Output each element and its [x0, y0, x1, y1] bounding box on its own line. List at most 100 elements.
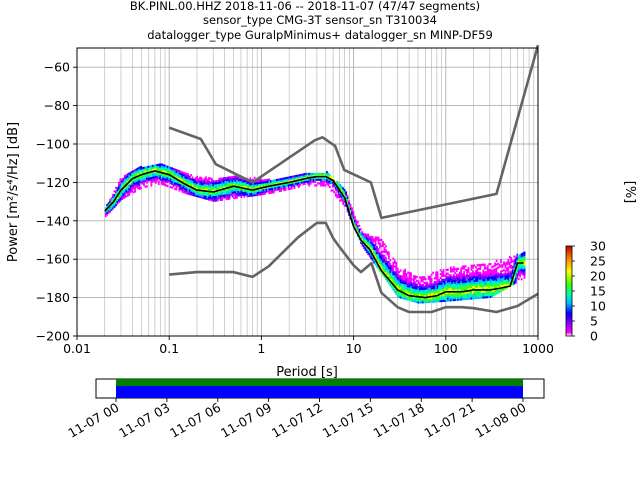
heatmap-cell [489, 280, 492, 283]
heatmap-cell [244, 181, 247, 185]
heatmap-cell [295, 182, 297, 185]
heatmap-cell [408, 275, 411, 278]
heatmap-cell [401, 287, 404, 290]
heatmap-cell [290, 181, 293, 184]
heatmap-cell [500, 280, 502, 283]
heatmap-cell [110, 199, 113, 202]
heatmap-cell [157, 167, 160, 170]
heatmap-cell [216, 183, 219, 187]
heatmap-cell [109, 200, 111, 203]
heatmap-cell [442, 293, 445, 297]
heatmap-cell [404, 287, 406, 291]
heatmap-cell [390, 276, 393, 279]
heatmap-cell [216, 199, 219, 202]
heatmap-cell [445, 282, 448, 285]
heatmap-cell [187, 182, 190, 186]
heatmap-cell [483, 280, 486, 284]
heatmap-cell [438, 280, 440, 284]
heatmap-cell [137, 173, 139, 176]
heatmap-cell [237, 188, 240, 191]
heatmap-cell [212, 186, 215, 189]
heatmap-cell [303, 182, 306, 185]
heatmap-cell [138, 182, 141, 185]
heatmap-cell [191, 178, 194, 181]
heatmap-cell [280, 181, 283, 185]
heatmap-cell [345, 204, 347, 208]
heatmap-cell [358, 228, 361, 231]
heatmap-cell [209, 198, 212, 201]
heatmap-cell [494, 264, 496, 267]
heatmap-cell [144, 170, 147, 173]
heatmap-cell [380, 265, 383, 269]
heatmap-cell [507, 281, 510, 285]
heatmap-cell [393, 276, 396, 280]
heatmap-cell [399, 296, 402, 299]
heatmap-cell [244, 179, 247, 183]
heatmap-cell [442, 295, 445, 299]
heatmap-cell [236, 181, 238, 184]
heatmap-cell [523, 251, 526, 254]
heatmap-cell [491, 266, 494, 269]
heatmap-cell [213, 199, 216, 202]
heatmap-cell [386, 251, 389, 254]
heatmap-cell [249, 190, 252, 194]
heatmap-cell [377, 242, 380, 245]
heatmap-cell [494, 277, 496, 281]
heatmap-cell [457, 294, 460, 297]
heatmap-cell [479, 267, 482, 271]
heatmap-cell [506, 263, 508, 266]
heatmap-cell [135, 181, 138, 184]
heatmap-cell [392, 288, 395, 291]
heatmap-cell [407, 286, 409, 290]
heatmap-cell [511, 260, 514, 263]
heatmap-cell [302, 173, 305, 176]
heatmap-cell [151, 172, 154, 175]
heatmap-cell [513, 276, 516, 279]
heatmap-cell [411, 284, 414, 287]
heatmap-cell [398, 278, 401, 281]
heatmap-cell [272, 181, 275, 184]
heatmap-cell [489, 291, 492, 295]
heatmap-cell [219, 193, 222, 196]
heatmap-cell [488, 276, 491, 279]
heatmap-cell [202, 187, 204, 190]
heatmap-cell [401, 294, 404, 298]
heatmap-cell [404, 268, 406, 271]
timeline-tick-label: 11-07 09 [218, 400, 274, 441]
heatmap-cell [449, 270, 452, 273]
heatmap-cell [445, 276, 448, 279]
heatmap-cell [396, 285, 399, 288]
heatmap-cell [472, 293, 474, 296]
heatmap-cell [410, 272, 412, 275]
heatmap-cell [343, 189, 346, 192]
heatmap-cell [441, 299, 443, 303]
heatmap-cell [377, 255, 380, 259]
heatmap-cell [405, 276, 408, 280]
heatmap-cell [438, 296, 440, 299]
heatmap-cell [132, 185, 135, 188]
heatmap-cell [215, 180, 218, 183]
heatmap-cell [118, 195, 120, 198]
heatmap-cell [290, 187, 293, 190]
heatmap-cell [517, 277, 520, 281]
heatmap-cell [311, 172, 314, 176]
heatmap-cell [153, 164, 156, 167]
heatmap-cell [194, 183, 197, 186]
heatmap-cell [367, 243, 370, 246]
heatmap-cell [122, 181, 125, 184]
heatmap-cell [259, 193, 262, 196]
heatmap-cell [171, 169, 173, 172]
heatmap-cell [314, 172, 317, 176]
heatmap-cell [368, 239, 371, 242]
heatmap-cell [287, 178, 290, 181]
heatmap-cell [283, 183, 286, 186]
x-axis-ticks: 0.01 0.1 1 10 100 1000 [63, 336, 554, 356]
heatmap-cell [212, 197, 215, 200]
heatmap-cell [429, 298, 432, 301]
heatmap-cell [508, 265, 511, 268]
heatmap-cell [467, 288, 470, 291]
heatmap-cell [476, 281, 479, 284]
heatmap-cell [414, 296, 417, 299]
heatmap-cell [368, 251, 371, 254]
heatmap-cell [399, 288, 402, 291]
